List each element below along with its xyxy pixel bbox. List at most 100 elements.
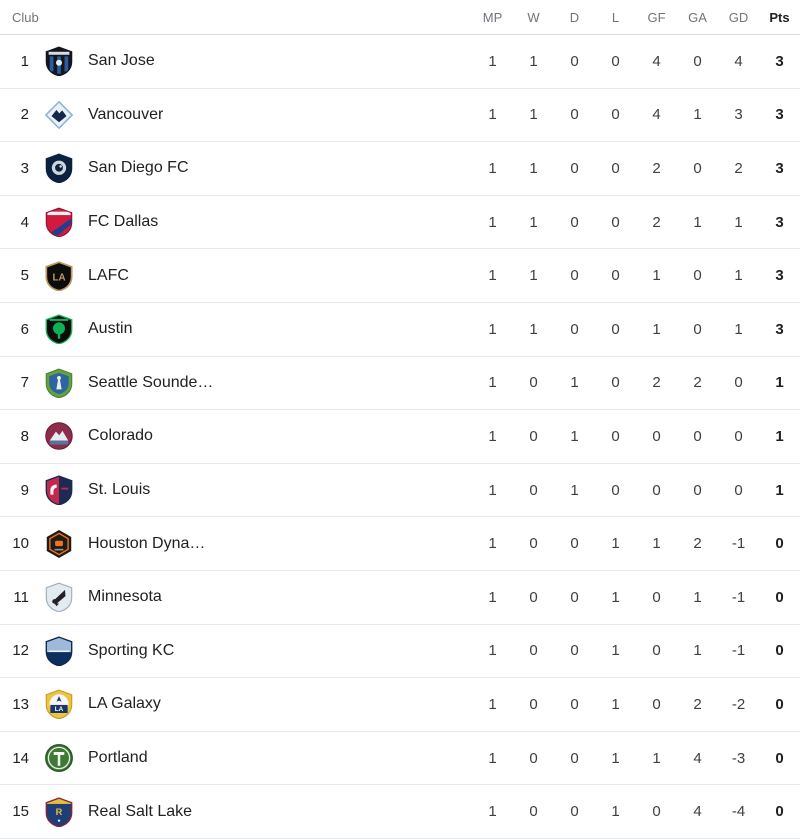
stat-d: 0 [570,695,579,713]
team-row[interactable]: 12 Sporting KC 1 0 0 1 0 1 -1 0 [0,625,800,679]
team-row[interactable]: 3 San Diego FC 1 1 0 0 2 0 2 3 [0,142,800,196]
stat-d: 0 [570,106,579,124]
team-rank: 15 [12,803,29,821]
stat-d: 0 [570,320,579,338]
stat-w: 1 [529,267,538,285]
team-row[interactable]: 5 LA LAFC 1 1 0 0 1 0 1 3 [0,249,800,303]
san-diego-fc-logo-icon [44,153,74,184]
stat-l: 0 [611,374,620,392]
team-row[interactable]: 10 Houston Dyna… 1 0 0 1 1 2 -1 0 [0,517,800,571]
team-stats: 1 0 0 1 0 2 -2 0 [472,696,800,713]
stat-w: 0 [529,803,538,821]
seattle-sounders-logo-icon [44,368,74,398]
club-name: San Diego FC [88,159,189,177]
stat-gf: 2 [652,159,661,177]
team-rank: 8 [20,427,29,445]
stat-w: 1 [529,213,538,231]
column-header-d: D [569,9,580,25]
stat-gf: 1 [652,320,661,338]
stat-mp: 1 [488,52,497,70]
stat-l: 0 [611,213,620,231]
stat-gf: 1 [652,267,661,285]
team-row[interactable]: 7 Seattle Sounde… 1 0 1 0 2 2 0 1 [0,357,800,411]
team-cell: 13 LA LA Galaxy [0,689,472,720]
team-rank: 3 [20,159,29,177]
column-header-w: W [527,9,540,25]
stat-l: 0 [611,481,620,499]
svg-text:LA: LA [52,272,65,283]
stat-l: 1 [611,749,620,767]
stat-d: 0 [570,52,579,70]
stat-d: 1 [570,481,579,499]
stat-gf: 0 [652,642,661,660]
stat-gf: 1 [652,749,661,767]
st-louis-logo-icon [44,475,74,506]
team-row[interactable]: 2 Vancouver 1 1 0 0 4 1 3 3 [0,89,800,143]
club-name: St. Louis [88,481,151,499]
stat-mp: 1 [488,588,497,606]
stat-gd: 2 [734,159,743,177]
stat-gd: 3 [734,106,743,124]
stat-l: 1 [611,803,620,821]
column-header-mp: MP [482,9,503,25]
stat-ga: 1 [693,642,702,660]
stat-gd: 1 [734,320,743,338]
stat-gf: 4 [652,106,661,124]
team-rank: 9 [20,481,29,499]
stat-l: 0 [611,320,620,338]
team-row[interactable]: 9 St. Louis 1 0 1 0 0 0 0 1 [0,464,800,518]
san-jose-logo-icon [44,46,74,77]
team-row[interactable]: 1 San Jose 1 1 0 0 4 0 4 3 [0,35,800,89]
team-stats: 1 1 0 0 2 0 2 3 [472,160,800,177]
team-rank: 7 [20,374,29,392]
club-name: Sporting KC [88,641,175,659]
vancouver-logo-icon [44,100,74,130]
stat-mp: 1 [488,535,497,553]
stat-pts: 3 [775,213,784,231]
team-cell: 11 Minnesota [0,582,472,613]
team-cell: 1 San Jose [0,46,472,77]
club-name: FC Dallas [88,213,159,231]
stat-d: 1 [570,374,579,392]
minnesota-logo-icon [44,582,74,613]
stat-pts: 1 [775,427,784,445]
team-row[interactable]: 13 LA LA Galaxy 1 0 0 1 0 2 -2 0 [0,678,800,732]
stat-pts: 3 [775,320,784,338]
stat-l: 0 [611,52,620,70]
team-stats: 1 0 1 0 2 2 0 1 [472,374,800,391]
stat-pts: 0 [775,535,784,553]
stat-mp: 1 [488,267,497,285]
team-stats: 1 0 0 1 0 1 -1 0 [472,589,800,606]
stat-pts: 3 [775,267,784,285]
team-rank: 13 [12,695,29,713]
team-row[interactable]: 6 Austin 1 1 0 0 1 0 1 3 [0,303,800,357]
column-header-pts: Pts [769,9,790,25]
team-row[interactable]: 15 R Real Salt Lake 1 0 0 1 0 4 -4 0 [0,785,800,839]
stat-w: 1 [529,320,538,338]
stat-pts: 1 [775,374,784,392]
stat-ga: 1 [693,213,702,231]
team-row[interactable]: 4 FC Dallas 1 1 0 0 2 1 1 3 [0,196,800,250]
stat-gd: 4 [734,52,743,70]
stat-mp: 1 [488,642,497,660]
stat-gf: 4 [652,52,661,70]
stat-d: 1 [570,427,579,445]
stat-ga: 0 [693,427,702,445]
stat-w: 1 [529,52,538,70]
stat-gd: -1 [731,535,746,553]
stat-w: 0 [529,749,538,767]
team-stats: 1 0 1 0 0 0 0 1 [472,428,800,445]
column-header-gd: GD [728,9,749,25]
team-row[interactable]: 11 Minnesota 1 0 0 1 0 1 -1 0 [0,571,800,625]
team-stats: 1 0 0 1 0 4 -4 0 [472,803,800,820]
houston-dynamo-logo-icon [44,529,74,559]
team-rank: 5 [20,267,29,285]
team-rank: 6 [20,320,29,338]
team-cell: 14 Portland [0,743,472,773]
team-cell: 9 St. Louis [0,475,472,506]
team-row[interactable]: 8 Colorado 1 0 1 0 0 0 0 1 [0,410,800,464]
team-row[interactable]: 14 Portland 1 0 0 1 1 4 -3 0 [0,732,800,786]
stat-l: 0 [611,267,620,285]
stat-gd: -2 [731,695,746,713]
